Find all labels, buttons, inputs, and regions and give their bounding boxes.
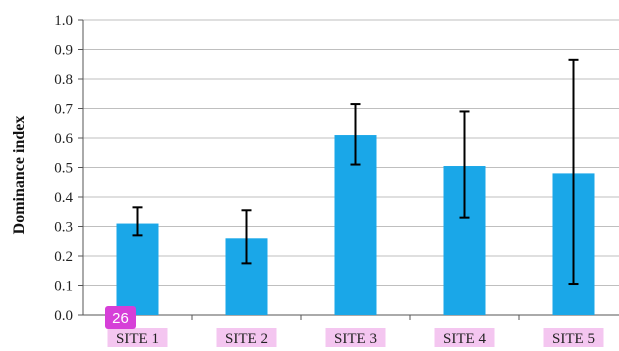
y-tick-label: 0.0 [54,308,73,324]
y-tick-labels: 0.0 0.1 0.2 0.3 0.4 0.5 0.6 0.7 0.8 0.9 1.0 [54,13,73,324]
category-highlight [216,328,277,347]
category-label: SITE 3 [334,331,377,347]
error-bars [132,58,579,286]
y-tick-label: 0.8 [54,72,73,88]
category-highlight [543,328,604,347]
y-tick-label: 1.0 [54,13,73,29]
category-highlight [325,328,386,347]
badge-background [105,306,136,329]
y-tick-label: 0.3 [54,220,73,236]
category-highlight [434,328,495,347]
y-tick-label: 0.1 [54,279,73,295]
page-number-badge: 26 [105,306,136,329]
y-tick-label: 0.2 [54,249,73,265]
y-tick-label: 0.5 [54,161,73,177]
category-highlight [107,328,168,347]
category-label: SITE 1 [116,331,159,347]
category-label: SITE 4 [443,331,486,347]
bar [116,223,159,315]
badge-text: 26 [112,310,129,327]
category-label: SITE 5 [552,331,595,347]
y-axis-label: Dominance index [11,116,28,235]
y-tick-label: 0.4 [54,190,73,206]
y-tick-label: 0.9 [54,43,73,59]
bars [116,135,595,315]
category-label: SITE 2 [225,331,268,347]
category-labels: SITE 1 SITE 2 SITE 3 SITE 4 SITE 5 [107,328,604,347]
y-tick-label: 0.6 [54,131,73,147]
y-tick-label: 0.7 [54,102,73,118]
